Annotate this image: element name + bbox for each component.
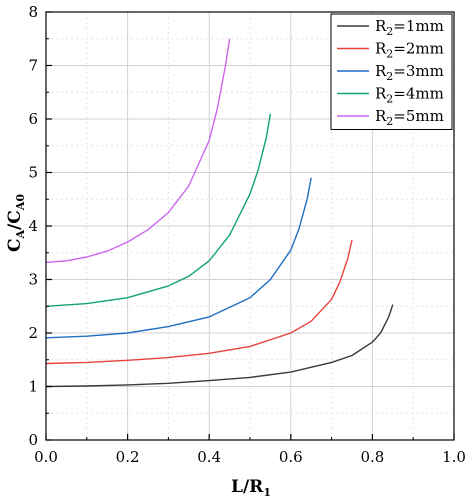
legend-item: R2=1mm [337,17,444,38]
legend-label: R2=5mm [375,107,444,128]
y-tick-label: 3 [28,271,38,289]
legend-label: R2=2mm [375,40,444,61]
y-tick-label: 0 [28,431,38,449]
series-line-4 [45,113,272,307]
legend-label: R2=3mm [375,62,444,83]
x-tick-label: 1.0 [442,448,466,466]
x-tick-label: 0.6 [279,448,303,466]
y-tick-label: 7 [28,57,38,75]
y-tick-label: 4 [28,217,38,235]
legend-item: R2=2mm [337,40,444,61]
series-line-2 [45,239,353,365]
x-axis-title: L/R1 [231,477,271,499]
series-lines [45,38,394,388]
y-axis-title: CA/CA0 [5,194,27,252]
x-tick-label: 0.8 [360,448,384,466]
legend-item: R2=3mm [337,62,444,83]
y-tick-label: 5 [28,164,38,182]
y-tick-label: 1 [28,378,38,396]
x-tick-label: 0.4 [197,448,221,466]
y-tick-label: 8 [28,3,38,21]
x-tick-label: 0.0 [34,448,58,466]
y-tick-label: 6 [28,110,38,128]
legend-item: R2=4mm [337,85,444,106]
legend-label: R2=1mm [375,17,444,38]
series-line-3 [45,177,312,339]
y-tick-label: 2 [28,324,38,342]
axes [45,11,455,441]
legend-label: R2=4mm [375,85,444,106]
tick-labels: 0.0 0.2 0.4 0.6 0.8 1.0 0 1 2 3 4 5 6 7 8 [28,3,465,466]
series-line-5 [45,38,231,264]
series-line-1 [45,304,394,388]
legend-item: R2=5mm [337,107,444,128]
x-tick-label: 0.2 [116,448,140,466]
